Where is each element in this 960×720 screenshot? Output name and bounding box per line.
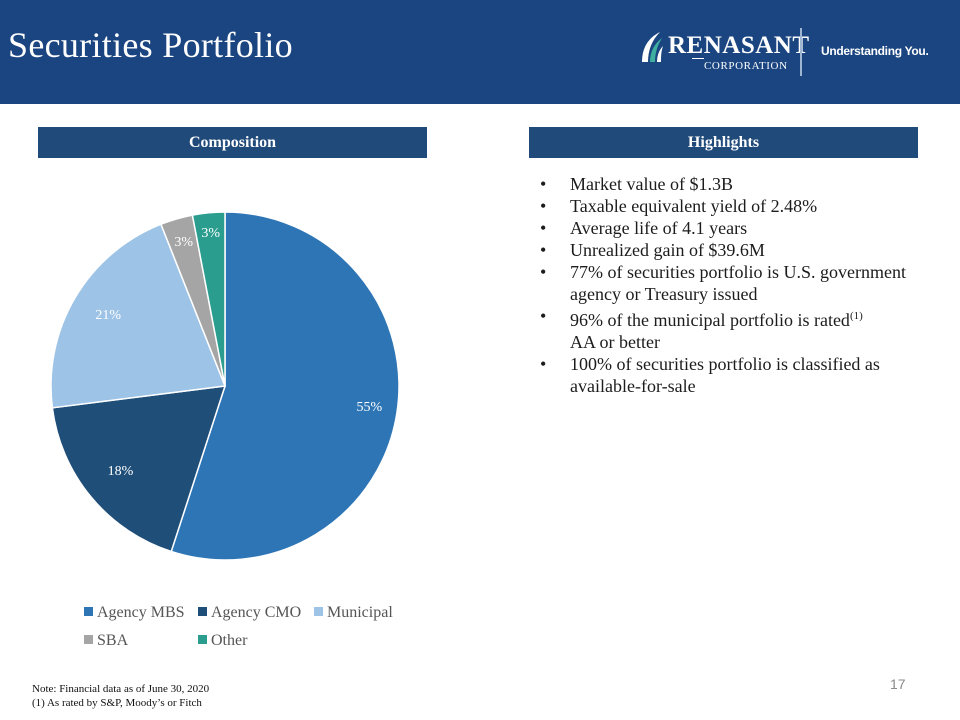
page-title: Securities Portfolio — [8, 25, 293, 65]
legend-label: Agency MBS — [97, 604, 185, 621]
legend-item-municipal: Municipal — [314, 604, 393, 622]
bullet-icon: • — [540, 196, 547, 216]
bullet-icon: • — [540, 218, 547, 238]
logo-rule — [692, 58, 704, 59]
pie-label-agency-cmo: 18% — [107, 463, 134, 479]
legend-item-agency-cmo: Agency CMO — [198, 604, 301, 622]
highlight-item: • 77% of securities portfolio is U.S. gov… — [540, 261, 930, 305]
page-number: 17 — [890, 676, 906, 692]
highlight-item: • Taxable equivalent yield of 2.48% — [540, 195, 930, 217]
highlight-item: • 100% of securities portfolio is classif… — [540, 353, 930, 397]
highlight-text: 96% of the municipal portfolio is rated — [570, 310, 850, 330]
logo-tagline: Understanding You. — [821, 44, 929, 58]
bullet-icon: • — [540, 262, 547, 282]
highlights-list: • Market value of $1.3B • Taxable equivalen… — [540, 173, 930, 397]
bullet-icon: • — [540, 306, 547, 326]
header-banner: Securities Portfolio RENASANT CORPORATIO… — [0, 0, 960, 104]
legend-swatch — [198, 635, 207, 644]
renasant-leaf-icon — [642, 32, 663, 62]
pie-slice-agency-mbs — [170, 211, 400, 561]
legend-item-agency-mbs: Agency MBS — [84, 604, 185, 622]
legend-swatch — [314, 607, 323, 616]
bullet-icon: • — [540, 354, 547, 374]
highlight-item: • 96% of the municipal portfolio is rated… — [540, 305, 930, 353]
highlight-text-continued: AA or better — [570, 332, 660, 352]
legend-swatch — [84, 607, 93, 616]
highlight-text: Taxable equivalent yield of 2.48% — [570, 196, 818, 216]
footnote-marker: (1) — [849, 310, 863, 322]
highlight-text: Market value of $1.3B — [570, 174, 733, 194]
renasant-logo: RENASANT CORPORATION Understanding You. — [640, 28, 940, 76]
highlight-item: • Unrealized gain of $39.6M — [540, 239, 930, 261]
pie-label-municipal: 21% — [95, 307, 122, 323]
logo-divider — [800, 28, 802, 76]
legend-item-other: Other — [198, 632, 247, 650]
highlights-header: Highlights — [529, 127, 918, 158]
pie-slice-other — [191, 211, 226, 387]
footnote-rating: (1) As rated by S&P, Moody’s or Fitch — [32, 697, 202, 709]
legend-label: SBA — [97, 632, 129, 649]
composition-header: Composition — [38, 127, 427, 158]
pie-label-sba: 3% — [174, 234, 194, 250]
highlight-item: • Average life of 4.1 years — [540, 217, 930, 239]
legend-label: Other — [211, 632, 248, 649]
pie-slice-municipal — [50, 223, 227, 409]
legend-swatch — [198, 607, 207, 616]
legend-label: Municipal — [327, 604, 393, 621]
pie-label-agency-mbs: 55% — [356, 399, 383, 415]
legend-label: Agency CMO — [211, 604, 302, 621]
highlight-text: Unrealized gain of $39.6M — [570, 240, 765, 260]
pie-slice-agency-cmo — [51, 385, 227, 553]
pie-label-other: 3% — [201, 226, 221, 242]
logo-subtitle: CORPORATION — [704, 60, 788, 72]
footnote-note: Note: Financial data as of June 30, 2020 — [32, 683, 210, 695]
highlight-item: • Market value of $1.3B — [540, 173, 930, 195]
legend-item-sba: SBA — [84, 632, 128, 650]
highlight-text: Average life of 4.1 years — [570, 218, 748, 238]
highlight-text: 77% of securities portfolio is U.S. gove… — [570, 262, 906, 304]
bullet-icon: • — [540, 240, 547, 260]
logo-name: RENASANT — [668, 32, 810, 59]
highlight-text: 100% of securities portfolio is classifi… — [570, 354, 880, 396]
legend-swatch — [84, 635, 93, 644]
bullet-icon: • — [540, 174, 547, 194]
